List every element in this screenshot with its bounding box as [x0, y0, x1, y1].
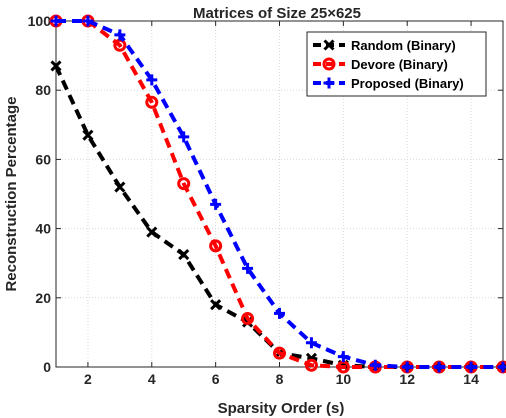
- data-point-random-binary: [50, 60, 62, 72]
- data-point-proposed-binary: [82, 15, 94, 27]
- x-tick-label: 4: [148, 371, 156, 387]
- x-tick-label: 10: [336, 371, 352, 387]
- legend-entry-devore-binary: Devore (Binary): [313, 57, 448, 72]
- data-point-devore-binary: [145, 95, 159, 109]
- x-tick-label: 8: [276, 371, 284, 387]
- legend-marker: [322, 57, 336, 71]
- data-point-proposed-binary: [369, 359, 381, 371]
- x-axis-label: Sparsity Order (s): [218, 400, 345, 417]
- x-tick-label: 2: [84, 371, 92, 387]
- data-point-proposed-binary: [210, 198, 222, 210]
- data-point-devore-binary: [177, 177, 191, 191]
- data-point-proposed-binary: [274, 307, 285, 319]
- data-point-proposed-binary: [401, 361, 413, 373]
- series-layer: [49, 14, 506, 374]
- y-tick-label: 100: [28, 13, 52, 29]
- data-point-proposed-binary: [178, 131, 190, 143]
- data-point-proposed-binary: [114, 29, 126, 41]
- legend-label: Proposed (Binary): [351, 76, 464, 91]
- series-proposed-binary: [50, 15, 506, 373]
- data-point-devore-binary: [241, 312, 255, 326]
- data-point-proposed-binary: [337, 351, 349, 363]
- data-point-random-binary: [210, 299, 222, 311]
- y-tick-label: 60: [35, 151, 51, 167]
- legend-entry-random-binary: Random (Binary): [313, 38, 456, 53]
- legend-box: [306, 31, 487, 97]
- legend-marker: [323, 39, 335, 51]
- y-tick-label: 0: [43, 359, 51, 375]
- data-point-random-binary: [178, 248, 190, 261]
- data-point-random-binary: [114, 181, 126, 193]
- data-point-random-binary: [82, 129, 94, 141]
- data-point-proposed-binary: [146, 74, 158, 86]
- legend-label: Random (Binary): [351, 38, 456, 53]
- data-point-proposed-binary: [305, 337, 317, 349]
- series-random-binary: [50, 60, 506, 373]
- axis-ticks: 2 4 6 8 10 12 14 0 20 40 60 80 100: [28, 13, 503, 387]
- data-point-proposed-binary: [465, 361, 477, 373]
- y-axis-label: Reconstruction Percentage: [3, 96, 20, 291]
- legend-marker: [323, 77, 335, 89]
- data-point-proposed-binary: [50, 15, 62, 27]
- legend: Random (Binary) Devore (Binary) Proposed (…: [306, 31, 487, 97]
- y-tick-label: 80: [35, 82, 51, 98]
- x-tick-label: 6: [212, 371, 220, 387]
- series-line-devore-binary: [56, 19, 503, 369]
- x-tick-label: 12: [399, 371, 415, 387]
- data-point-random-binary: [146, 226, 158, 238]
- legend-label: Devore (Binary): [351, 57, 448, 72]
- data-point-devore-binary: [209, 239, 223, 253]
- data-point-devore-binary: [273, 346, 286, 360]
- data-point-proposed-binary: [497, 361, 506, 373]
- data-point-proposed-binary: [433, 361, 445, 373]
- y-tick-label: 20: [35, 290, 51, 306]
- data-point-devore-binary: [304, 358, 318, 372]
- legend-entry-proposed-binary: Proposed (Binary): [313, 76, 464, 91]
- chart-title: Matrices of Size 25×625: [193, 5, 361, 22]
- x-tick-label: 14: [463, 371, 479, 387]
- data-point-proposed-binary: [242, 262, 254, 274]
- y-tick-label: 40: [35, 221, 51, 237]
